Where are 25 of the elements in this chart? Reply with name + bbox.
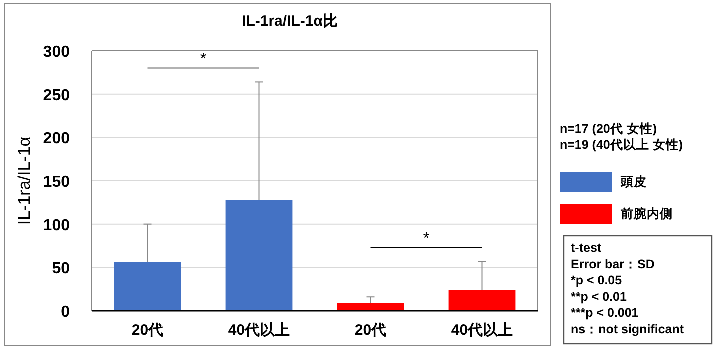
chart-title: IL-1ra/IL-1α比 [242, 13, 338, 30]
y-tick-label: 250 [43, 87, 70, 104]
y-axis-title: IL-1ra/IL-1α [15, 136, 34, 226]
text: ns：not significant [571, 322, 685, 336]
y-tick-label: 200 [43, 130, 70, 148]
legend-label: 前腕内側 [620, 206, 673, 221]
text: Error bar：SD [571, 257, 655, 272]
x-tick-label: 40代以上 [451, 322, 514, 339]
y-tick-label: 100 [43, 217, 70, 234]
text: ***p < 0.001 [571, 306, 639, 320]
annotation: * [200, 51, 207, 68]
y-tick-label: 300 [43, 44, 70, 61]
annotation: * [423, 230, 430, 248]
y-tick-label: 50 [52, 260, 70, 278]
text: *p < 0.05 [571, 274, 622, 288]
text: n=19 (40代以上 女性) [560, 138, 684, 152]
y-tick-label: 0 [61, 304, 70, 321]
legend-label: 頭皮 [620, 175, 647, 189]
x-tick-label: 20代 [354, 322, 387, 339]
x-tick-label: 40代以上 [228, 322, 290, 339]
x-tick-label: 20代 [132, 322, 164, 339]
text: n=17 (20代 女性) [560, 122, 658, 136]
text: **p < 0.01 [571, 290, 627, 304]
text: t-test [571, 241, 602, 255]
y-tick-label: 150 [43, 174, 70, 191]
